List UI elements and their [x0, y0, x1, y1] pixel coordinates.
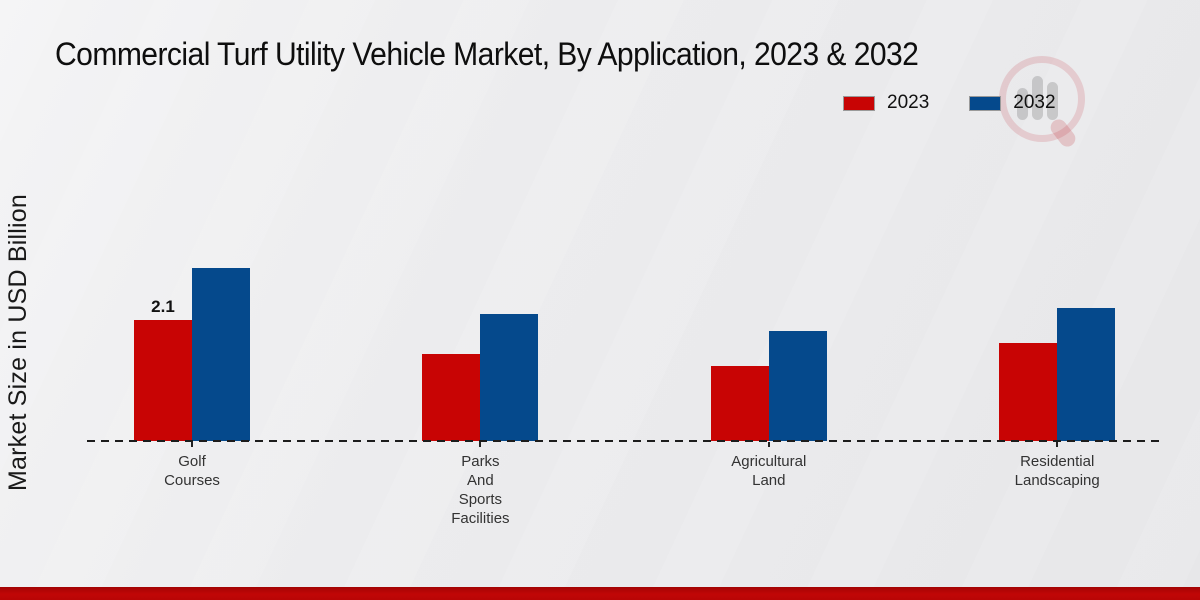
legend-item-2032: 2032	[969, 92, 1056, 114]
x-axis-tick	[767, 442, 770, 447]
bar-2023-parks-and-sports-facilities	[422, 354, 481, 441]
footer-red-band	[0, 587, 1200, 600]
x-axis-line	[87, 440, 1163, 442]
category-label-agricultural-land: Agricultural Land	[731, 453, 807, 489]
category-label-parks-and-sports-facilities: Parks And Sports Facilities	[451, 453, 510, 527]
legend-swatch-2023	[843, 95, 875, 111]
legend-label-2032: 2032	[1013, 92, 1056, 113]
legend-item-2023: 2023	[843, 92, 929, 114]
bar-2023-residential-landscaping	[999, 342, 1058, 441]
bar-2032-golf-courses	[192, 267, 250, 441]
bar-2032-residential-landscaping	[1057, 308, 1116, 441]
chart-title: Commercial Turf Utility Vehicle Market, …	[55, 36, 919, 72]
bar-2023-golf-courses	[134, 319, 192, 441]
legend: 2023 2032	[843, 92, 1056, 114]
bar-2032-agricultural-land	[768, 331, 827, 441]
bar-2023-agricultural-land	[710, 365, 769, 441]
bar-value-label: 2.1	[151, 296, 175, 316]
x-axis-tick	[191, 442, 193, 447]
legend-label-2023: 2023	[887, 92, 930, 113]
legend-swatch-2032	[969, 95, 1002, 111]
bar-2032-parks-and-sports-facilities	[480, 313, 539, 441]
category-label-golf-courses: Golf Courses	[164, 453, 220, 489]
category-label-residential-landscaping: Residential Landscaping	[1014, 453, 1100, 489]
x-axis-tick	[479, 442, 482, 447]
x-axis-tick	[1056, 442, 1059, 447]
